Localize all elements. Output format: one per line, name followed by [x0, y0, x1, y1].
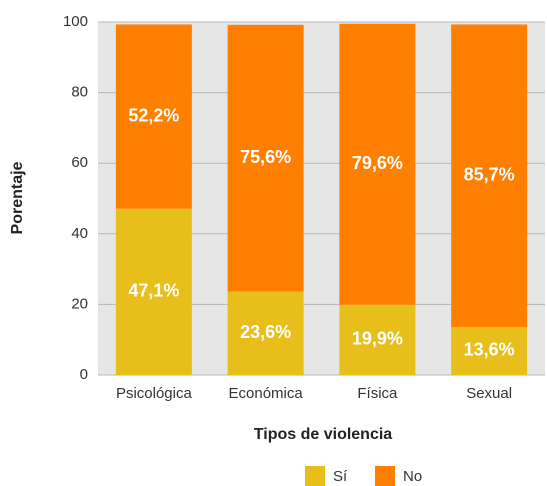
- x-tick-label: Sexual: [466, 385, 512, 402]
- bar-segment: [339, 304, 416, 375]
- y-tick-label: 20: [71, 295, 88, 312]
- bar-segment: [451, 24, 528, 327]
- y-tick-label: 60: [71, 154, 88, 171]
- y-axis-title: Porentaje: [9, 161, 26, 234]
- legend-swatch: [375, 466, 395, 486]
- x-axis-title: Tipos de violencia: [254, 426, 393, 443]
- legend-label: No: [403, 468, 422, 485]
- value-label: 75,6%: [240, 147, 291, 167]
- y-tick-label: 100: [63, 13, 88, 30]
- x-tick-label: Psicológica: [116, 385, 193, 402]
- value-label: 47,1%: [128, 281, 179, 301]
- x-tick-label: Económica: [229, 385, 304, 402]
- bar-segment: [339, 23, 416, 305]
- value-label: 23,6%: [240, 322, 291, 342]
- legend-label: Sí: [333, 468, 348, 485]
- bar-segment: [115, 208, 192, 375]
- bar-segment: [227, 24, 304, 292]
- bar-segment: [227, 291, 304, 375]
- value-label: 13,6%: [464, 340, 515, 360]
- y-tick-label: 80: [71, 84, 88, 101]
- legend-swatch: [305, 466, 325, 486]
- bar-segment: [115, 24, 192, 209]
- value-label: 85,7%: [464, 164, 515, 184]
- y-tick-label: 40: [71, 225, 88, 242]
- y-tick-label: 0: [80, 366, 88, 383]
- value-label: 52,2%: [128, 105, 179, 125]
- bar-segment: [451, 326, 528, 375]
- value-label: 19,9%: [352, 329, 403, 349]
- value-label: 79,6%: [352, 153, 403, 173]
- x-tick-label: Física: [357, 385, 398, 402]
